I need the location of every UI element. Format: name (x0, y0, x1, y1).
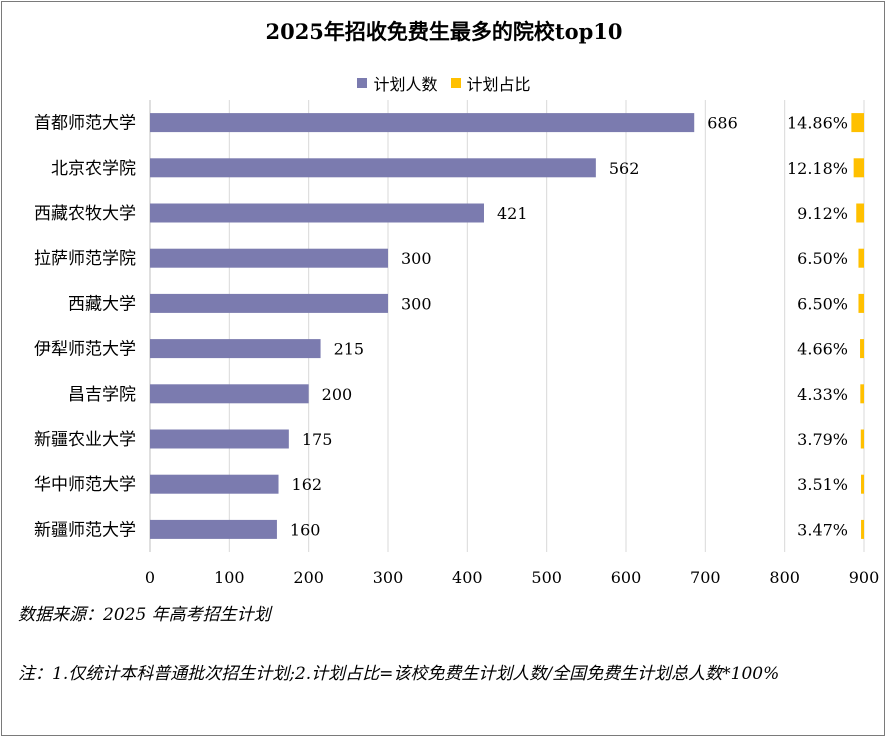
x-tick-label: 400 (452, 568, 483, 587)
percent-bar (856, 203, 864, 223)
category-label: 新疆农业大学 (34, 430, 136, 450)
category-label: 伊犁师范大学 (34, 340, 136, 360)
count-data-label: 162 (292, 475, 323, 494)
category-label: 北京农学院 (51, 159, 136, 179)
count-data-label: 200 (322, 385, 353, 404)
count-data-label: 215 (334, 340, 365, 359)
count-bar (150, 113, 695, 133)
count-bar (150, 474, 279, 494)
chart-title: 2025年招收免费生最多的院校top10 (265, 19, 623, 44)
category-label: 首都师范大学 (34, 114, 136, 134)
count-bar (150, 203, 484, 223)
legend-item-count: 计划人数 (357, 71, 437, 95)
x-tick-label: 600 (611, 568, 642, 587)
footnote: 注：1.仅统计本科普通批次招生计划;2.计划占比=该校免费生计划人数/全国免费生… (18, 664, 780, 684)
count-data-label: 300 (401, 249, 432, 268)
category-label: 西藏农牧大学 (34, 204, 136, 224)
count-bar (150, 384, 309, 404)
percent-data-label: 6.50% (797, 294, 848, 313)
x-tick-label: 900 (849, 568, 880, 587)
percent-data-label: 4.33% (797, 385, 848, 404)
count-bar (150, 293, 388, 313)
percent-bar (861, 519, 864, 539)
x-tick-label: 500 (531, 568, 562, 587)
percent-bar (860, 384, 864, 404)
percent-bar (858, 248, 864, 268)
percent-data-label: 3.47% (797, 520, 848, 539)
percent-data-label: 6.50% (797, 249, 848, 268)
percent-bar (861, 474, 864, 494)
x-tick-label: 0 (145, 568, 155, 587)
legend-swatch-count (357, 78, 368, 88)
x-tick-label: 800 (769, 568, 800, 587)
data-source: 数据来源：2025 年高考招生计划 (18, 605, 271, 625)
x-tick-label: 100 (214, 568, 245, 587)
percent-bar (860, 429, 864, 449)
chart-legend: 计划人数 计划占比 (0, 71, 888, 95)
percent-data-label: 4.66% (797, 340, 848, 359)
percent-data-label: 14.86% (787, 114, 848, 133)
percent-data-label: 9.12% (797, 204, 848, 223)
legend-item-percent: 计划占比 (450, 71, 531, 95)
count-bar (150, 429, 289, 449)
x-tick-label: 200 (293, 568, 324, 587)
percent-data-label: 3.79% (797, 430, 848, 449)
percent-bar (860, 339, 864, 359)
count-data-label: 562 (609, 159, 640, 178)
legend-label-percent: 计划占比 (466, 75, 531, 94)
count-data-label: 686 (707, 114, 738, 133)
count-data-label: 175 (302, 430, 333, 449)
count-data-label: 421 (497, 204, 528, 223)
bar-chart: 0 100 200 300 400 500 600 700 800 900 首都师范大学 686 14.… (34, 100, 880, 587)
count-bar (150, 248, 388, 268)
count-data-label: 160 (290, 520, 321, 539)
percent-bar (853, 158, 864, 178)
legend-swatch-percent (450, 78, 461, 88)
category-label: 华中师范大学 (34, 475, 136, 495)
category-label: 拉萨师范学院 (34, 249, 136, 269)
category-label: 西藏大学 (68, 294, 136, 314)
percent-data-label: 3.51% (797, 475, 848, 494)
legend-label-count: 计划人数 (373, 75, 438, 94)
count-bar (150, 519, 277, 539)
category-label: 昌吉学院 (68, 385, 136, 405)
x-tick-label: 700 (690, 568, 721, 587)
percent-bar (858, 293, 864, 313)
count-data-label: 300 (401, 294, 432, 313)
percent-data-label: 12.18% (787, 159, 848, 178)
count-bar (150, 339, 321, 359)
percent-bar (851, 113, 864, 133)
category-label: 新疆师范大学 (34, 520, 136, 540)
count-bar (150, 158, 596, 178)
x-tick-label: 300 (373, 568, 404, 587)
